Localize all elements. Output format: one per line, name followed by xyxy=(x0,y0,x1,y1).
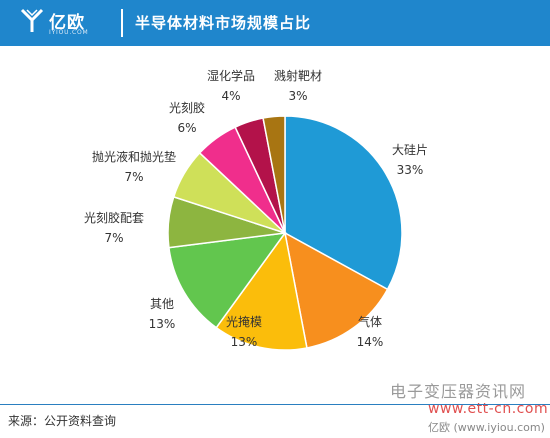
slice-label: 湿化学品 xyxy=(207,68,255,83)
brand-logo-icon xyxy=(20,8,44,32)
brand-logo: 亿欧 IYIOU.COM xyxy=(20,6,110,42)
slice-label: 溅射靶材 xyxy=(274,68,322,83)
slice-label: 其他 xyxy=(150,297,174,311)
slice-label: 光刻胶配套 xyxy=(84,210,144,225)
watermark-credit: 亿欧 (www.iyiou.com) xyxy=(428,421,545,434)
header-divider xyxy=(121,9,123,37)
slice-value-label: 7% xyxy=(124,170,143,184)
slice-label: 光刻胶 xyxy=(169,100,205,115)
pie-slice xyxy=(262,115,286,234)
slice-value-label: 3% xyxy=(288,89,307,103)
pie-slice xyxy=(168,232,287,329)
slice-label: 光掩模 xyxy=(226,315,262,329)
slice-label: 抛光液和抛光垫 xyxy=(92,149,176,164)
slice-label: 气体 xyxy=(358,314,382,329)
source-note: 来源：公开资料查询 xyxy=(8,414,117,428)
footer-divider xyxy=(0,404,550,405)
slice-value-label: 13% xyxy=(149,317,176,331)
chart-title: 半导体材料市场规模占比 xyxy=(135,14,312,32)
pie-slice xyxy=(283,231,389,349)
pie-chart: 大硅片 33% 气体 14% 光掩模 13% 其他 13% 光刻胶配套 7% 抛光液和抛光垫 7% 光刻… xyxy=(84,68,428,351)
slice-value-label: 6% xyxy=(177,121,196,135)
slice-label: 大硅片 xyxy=(392,143,428,157)
slice-value-label: 14% xyxy=(357,335,384,349)
slice-value-label: 7% xyxy=(104,231,123,245)
brand-name: 亿欧 xyxy=(49,13,85,33)
watermark-url: www.ett-cn.com xyxy=(428,401,549,417)
pie-slice xyxy=(284,115,403,291)
slice-value-label: 33% xyxy=(397,163,424,177)
slice-value-label: 4% xyxy=(221,89,240,103)
brand-domain: IYIOU.COM xyxy=(49,29,89,36)
watermark-text: 电子变压器资讯网 xyxy=(390,382,527,401)
pie-slice xyxy=(215,231,308,351)
slice-value-label: 13% xyxy=(231,335,258,349)
header-bar: 亿欧 IYIOU.COM 半导体材料市场规模占比 xyxy=(0,0,550,46)
